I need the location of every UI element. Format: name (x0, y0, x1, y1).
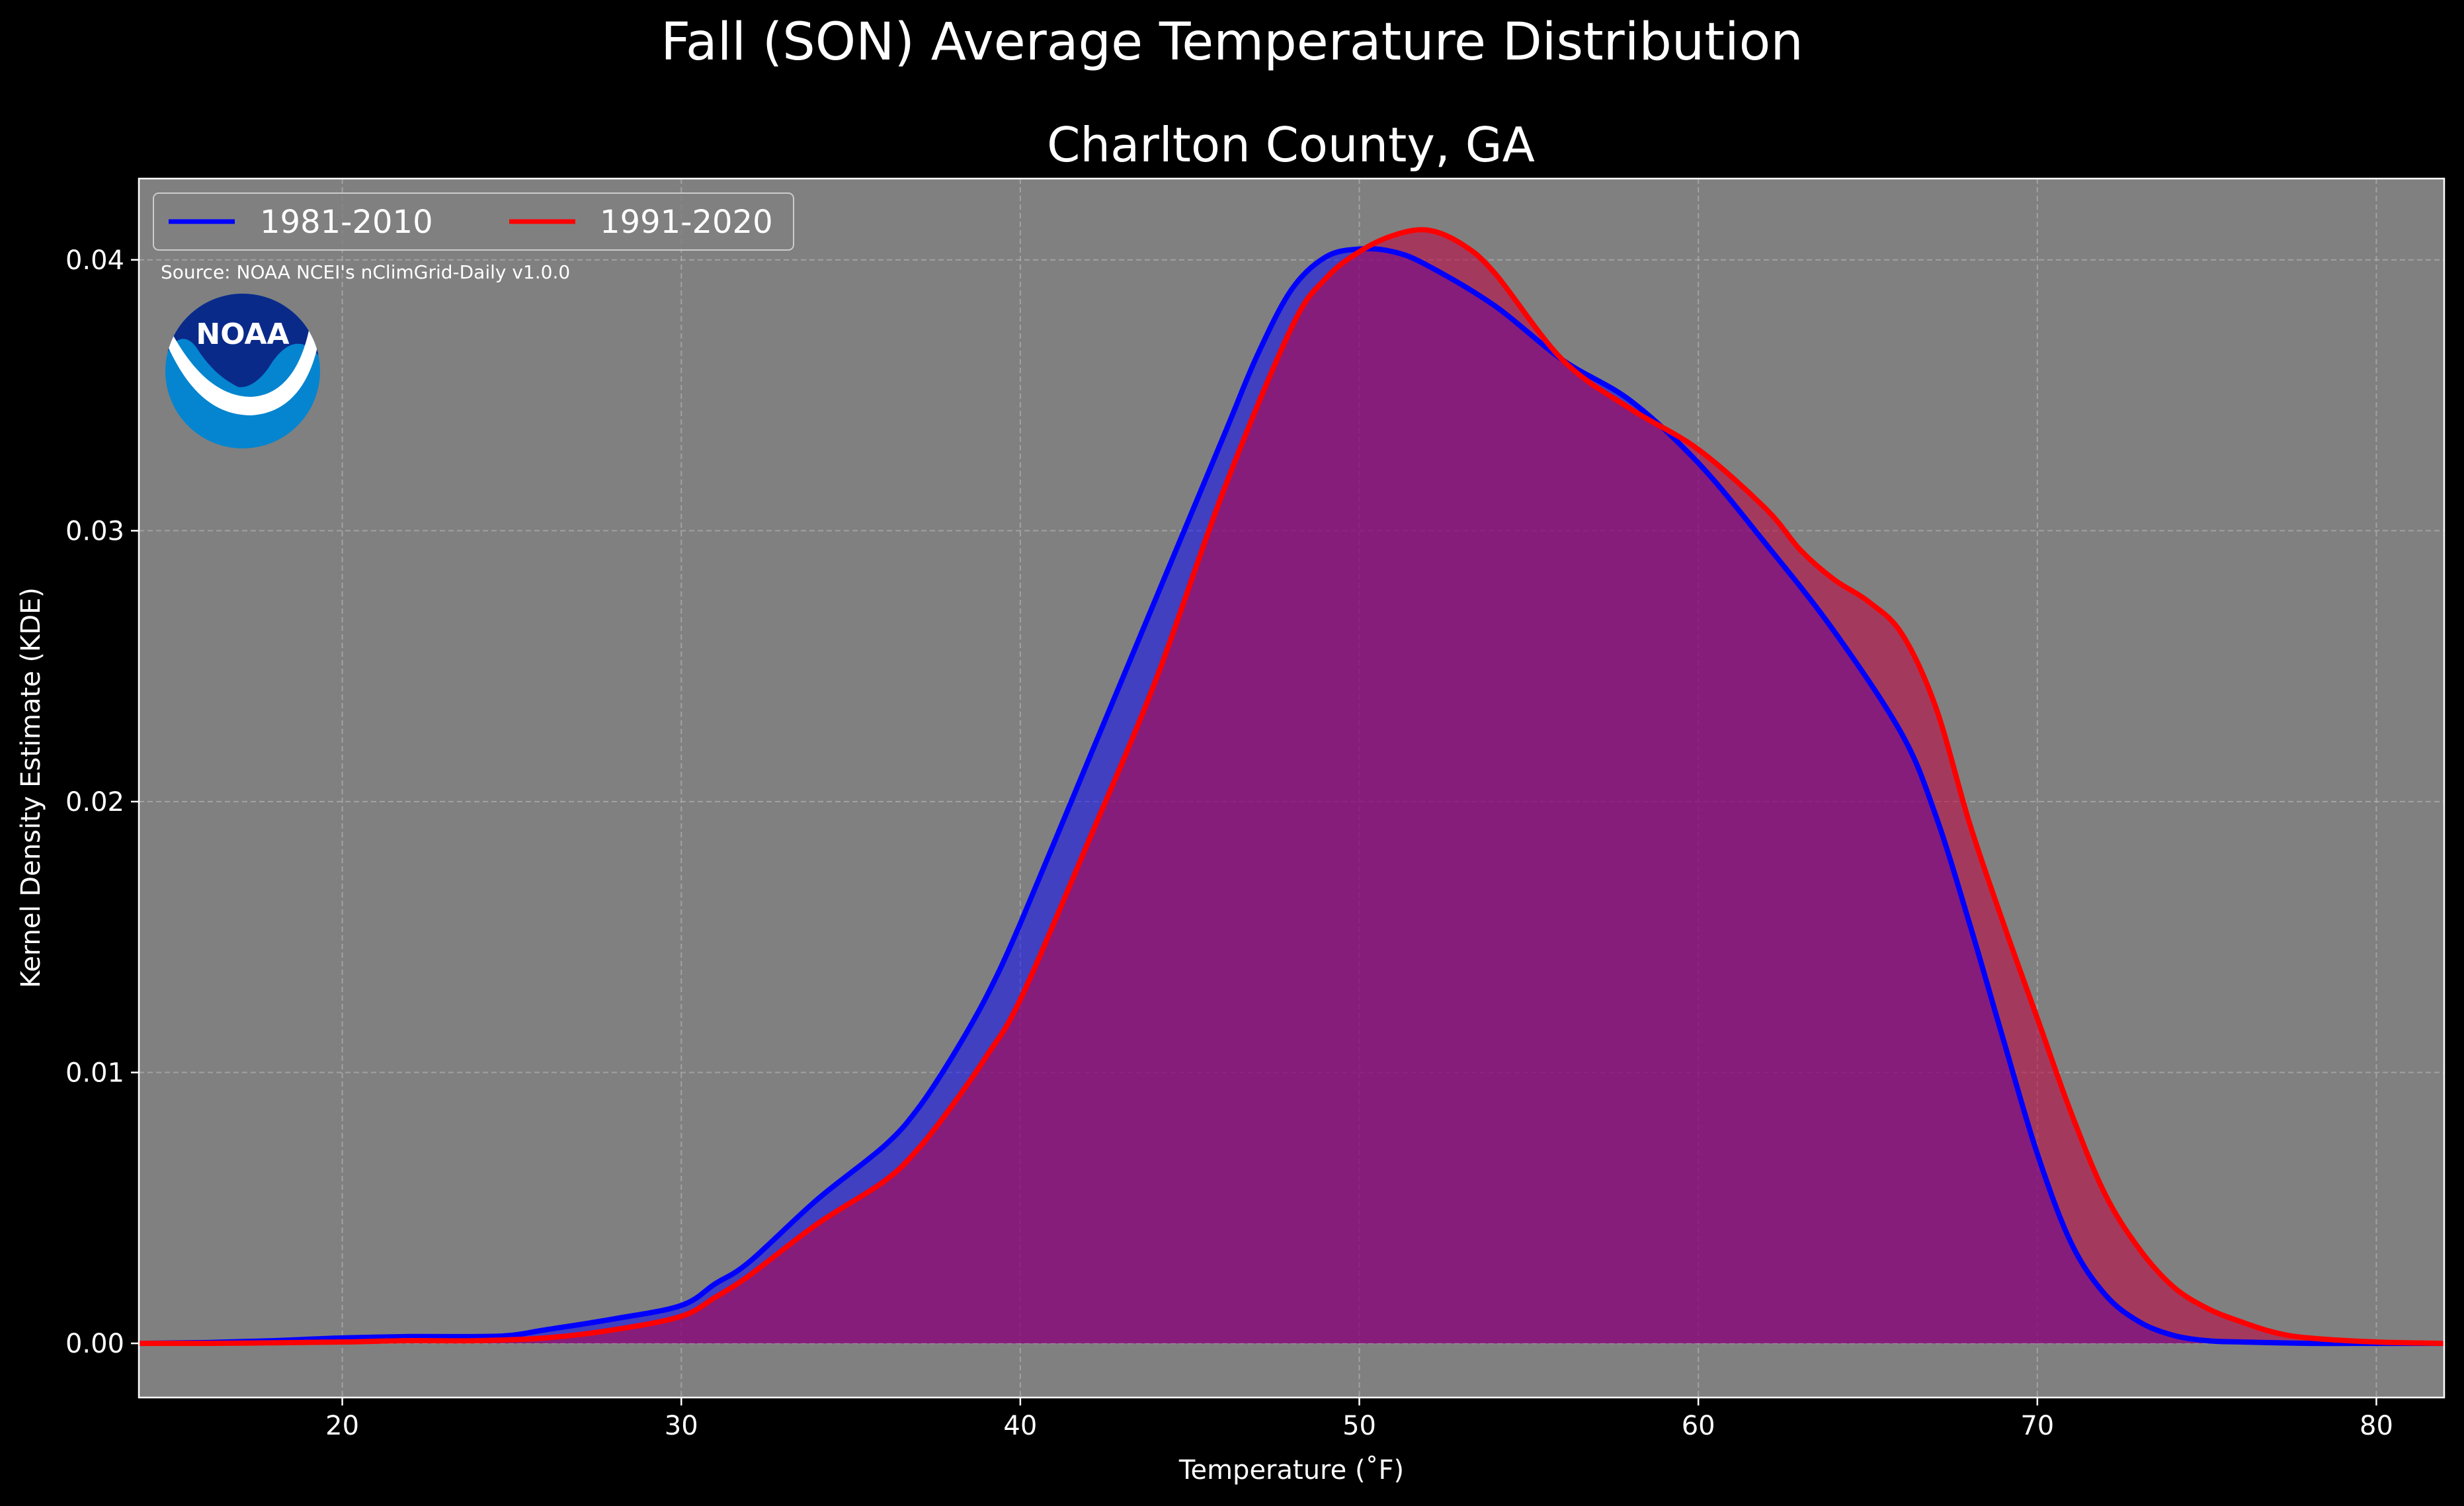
x-tick-label: 60 (1682, 1411, 1715, 1441)
y-tick-label: 0.03 (65, 516, 124, 546)
legend: 1981-2010 1991-2020 (153, 192, 794, 251)
chart-title: Fall (SON) Average Temperature Distribut… (661, 13, 1803, 72)
x-axis-ticks: 20 30 40 50 60 70 80 (325, 1398, 2393, 1441)
x-tick-label: 20 (325, 1411, 359, 1441)
x-tick-label: 30 (665, 1411, 698, 1441)
series-area-1991-2020 (139, 230, 2444, 1344)
legend-box (153, 192, 794, 251)
y-tick-label: 0.02 (65, 787, 124, 817)
noaa-logo-text: NOAA (196, 317, 289, 351)
source-note: Source: NOAA NCEI's nClimGrid-Daily v1.0… (161, 261, 570, 283)
x-axis-label: Temperature (˚F) (1178, 1455, 1404, 1485)
y-axis-label: Kernel Density Estimate (KDE) (16, 587, 46, 988)
noaa-logo: NOAA (165, 294, 320, 448)
x-tick-label: 80 (2360, 1411, 2393, 1441)
y-tick-label: 0.01 (65, 1058, 124, 1089)
y-tick-label: 0.00 (65, 1329, 124, 1359)
series-fills (139, 230, 2444, 1344)
y-axis-ticks: 0.00 0.01 0.02 0.03 0.04 (65, 245, 139, 1359)
x-tick-label: 40 (1003, 1411, 1037, 1441)
chart-subtitle: Charlton County, GA (1047, 117, 1535, 173)
x-tick-label: 50 (1342, 1411, 1376, 1441)
legend-label-1991-2020: 1991-2020 (600, 204, 773, 241)
legend-label-1981-2010: 1981-2010 (260, 204, 433, 241)
series-lines (138, 227, 2445, 1347)
series-line-1991-2020 (138, 227, 2445, 1347)
y-tick-label: 0.04 (65, 245, 124, 276)
plot-frame (138, 177, 2445, 1399)
series-line-1981-2010 (138, 245, 2444, 1347)
x-tick-label: 70 (2020, 1411, 2054, 1441)
